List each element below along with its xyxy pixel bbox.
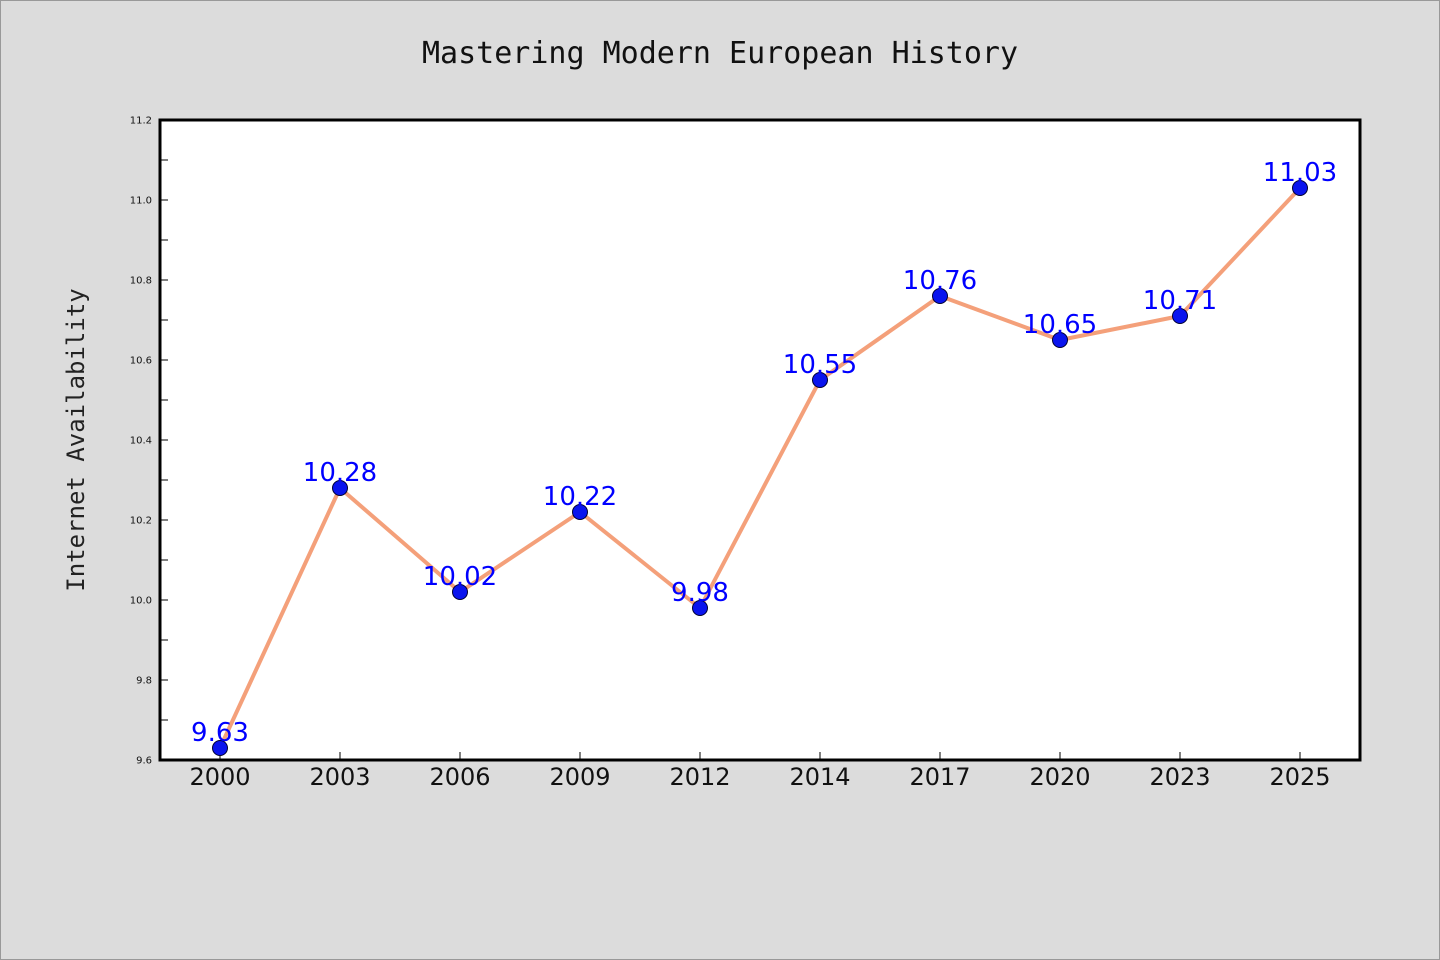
y-tick-label: 10.8 bbox=[130, 276, 152, 287]
data-point bbox=[692, 600, 708, 616]
data-label: 10.28 bbox=[303, 458, 377, 488]
data-point bbox=[812, 372, 828, 388]
data-labels: 9.63 10.28 10.02 10.22 9.98 10.55 10.76 10.65 10… bbox=[191, 158, 1337, 748]
x-axis-ticks: 2000 2003 2006 2009 2012 2014 2017 2020 2023 2025 bbox=[189, 752, 1331, 791]
x-tick-label: 2020 bbox=[1029, 763, 1090, 791]
data-points bbox=[212, 180, 1308, 756]
x-tick-label: 2009 bbox=[549, 763, 610, 791]
y-tick-label: 10.2 bbox=[130, 516, 152, 527]
plot-area bbox=[158, 118, 1362, 762]
y-tick-label: 9.6 bbox=[136, 756, 152, 767]
data-label: 9.98 bbox=[671, 578, 729, 608]
data-point bbox=[932, 288, 948, 304]
chart-title: Mastering Modern European History bbox=[422, 36, 1018, 71]
data-point bbox=[1052, 332, 1068, 348]
y-axis-ticks: 9.6 9.8 10.0 10.2 10.4 10.6 10.8 11.0 11.2 bbox=[130, 116, 168, 767]
data-label: 10.71 bbox=[1143, 286, 1217, 316]
y-tick-label: 11.2 bbox=[130, 116, 152, 127]
data-point bbox=[1172, 308, 1188, 324]
data-point bbox=[572, 504, 588, 520]
data-label: 10.55 bbox=[783, 350, 857, 380]
x-tick-label: 2014 bbox=[789, 763, 850, 791]
x-tick-label: 2003 bbox=[309, 763, 370, 791]
y-tick-label: 10.6 bbox=[130, 356, 152, 367]
x-tick-label: 2025 bbox=[1269, 763, 1330, 791]
series-line bbox=[218, 186, 1302, 750]
data-point bbox=[332, 480, 348, 496]
data-label: 11.03 bbox=[1263, 158, 1337, 188]
y-tick-label: 10.0 bbox=[130, 596, 152, 607]
series-line-group bbox=[218, 186, 1302, 750]
data-point bbox=[1292, 180, 1308, 196]
x-tick-label: 2000 bbox=[189, 763, 250, 791]
data-label: 10.76 bbox=[903, 266, 977, 296]
x-tick-label: 2012 bbox=[669, 763, 730, 791]
y-tick-label: 9.8 bbox=[136, 676, 152, 687]
data-point bbox=[212, 740, 228, 756]
y-tick-label: 11.0 bbox=[130, 196, 152, 207]
y-axis-label: Internet Availability bbox=[62, 288, 90, 591]
x-tick-label: 2023 bbox=[1149, 763, 1210, 791]
data-label: 9.63 bbox=[191, 718, 249, 748]
data-label: 10.65 bbox=[1023, 310, 1097, 340]
data-label: 10.02 bbox=[423, 562, 497, 592]
x-tick-label: 2006 bbox=[429, 763, 490, 791]
data-point bbox=[452, 584, 468, 600]
x-tick-label: 2017 bbox=[909, 763, 970, 791]
data-label: 10.22 bbox=[543, 482, 617, 512]
y-tick-label: 10.4 bbox=[130, 436, 152, 447]
